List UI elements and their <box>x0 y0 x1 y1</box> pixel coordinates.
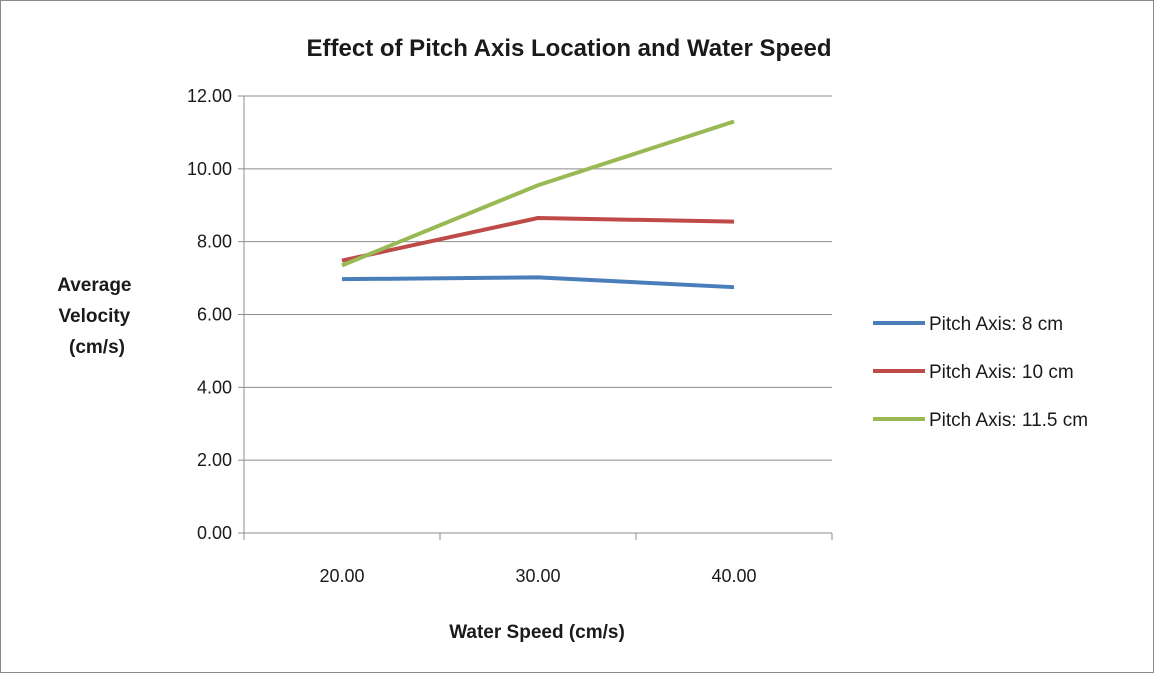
x-tick-label: 30.00 <box>515 566 560 586</box>
y-tick-label: 2.00 <box>197 450 232 470</box>
x-tick-labels: 20.00 30.00 40.00 <box>319 566 756 586</box>
series-line <box>341 119 735 268</box>
x-tick-label: 20.00 <box>319 566 364 586</box>
legend-label: Pitch Axis: 10 cm <box>929 362 1074 383</box>
x-axis-label: Water Speed (cm/s) <box>449 622 625 643</box>
y-axis-label-line-3: (cm/s) <box>69 337 125 358</box>
series-line <box>341 215 735 263</box>
y-axis-label-line-2: Velocity <box>58 306 130 327</box>
y-tick-label: 4.00 <box>197 377 232 397</box>
chart-title: Effect of Pitch Axis Location and Water … <box>307 35 832 62</box>
series-lines <box>341 119 735 290</box>
legend-label: Pitch Axis: 8 cm <box>929 314 1063 335</box>
x-tick-label: 40.00 <box>711 566 756 586</box>
y-axis-label: Average Velocity (cm/s) <box>57 275 137 358</box>
y-tick-label: 12.00 <box>187 86 232 106</box>
y-tick-label: 6.00 <box>197 305 232 325</box>
y-tick-label: 0.00 <box>197 523 232 543</box>
y-axis-label-line-1: Average <box>57 275 131 296</box>
axes <box>238 95 833 540</box>
legend-label: Pitch Axis: 11.5 cm <box>929 410 1088 431</box>
y-gridlines <box>244 95 832 461</box>
y-tick-label: 8.00 <box>197 232 232 252</box>
y-tick-label: 10.00 <box>187 159 232 179</box>
series-line <box>341 275 735 290</box>
y-tick-labels: 0.00 2.00 4.00 6.00 8.00 10.00 12.00 <box>187 86 232 543</box>
legend: Pitch Axis: 8 cm Pitch Axis: 10 cm Pitch A… <box>873 314 1088 431</box>
